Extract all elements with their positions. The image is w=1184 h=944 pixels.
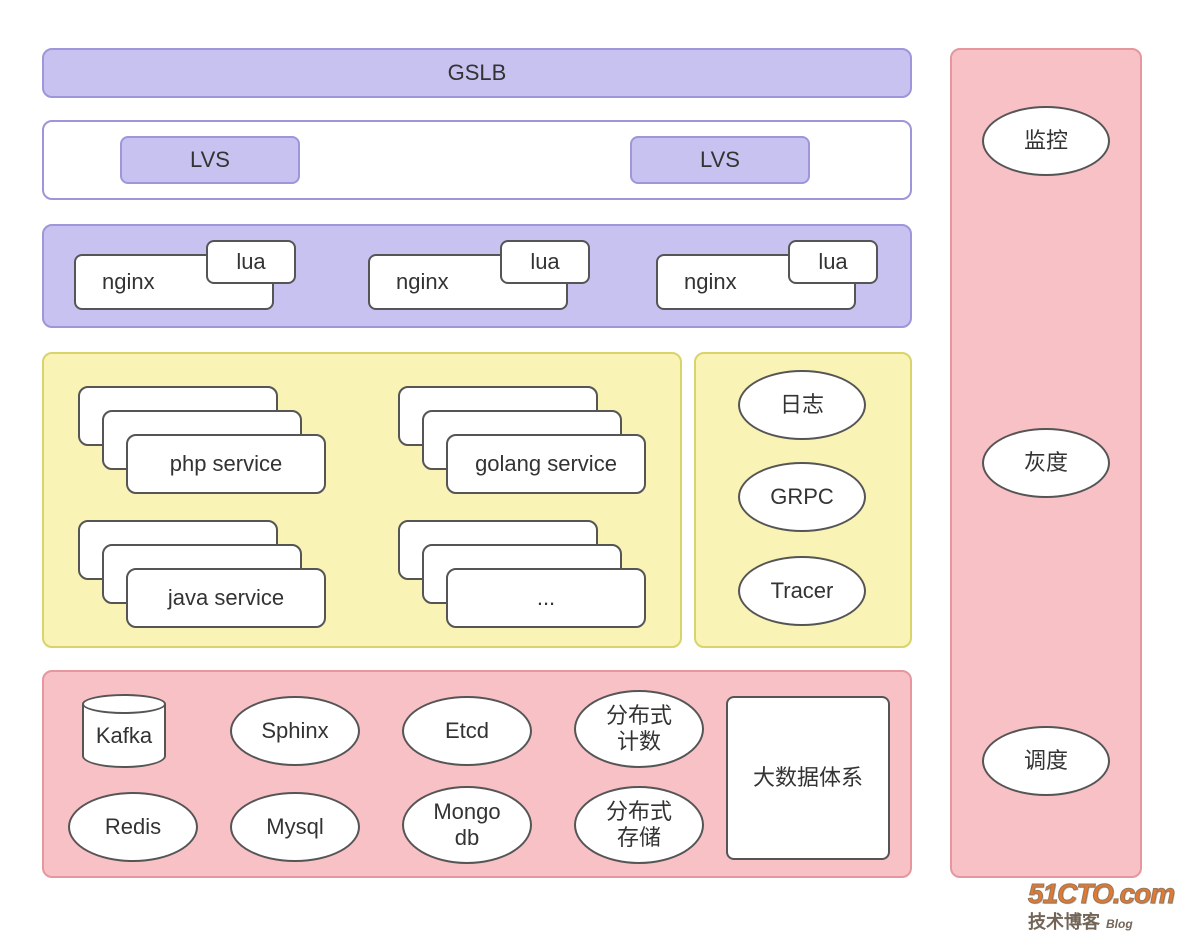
watermark: 51CTO.com技术博客 Blog [1028,878,1184,934]
rpc-node-1: GRPC [738,462,866,532]
bigdata-box: 大数据体系 [726,696,890,860]
infra-node-0: Sphinx [230,696,360,766]
kafka-cylinder: Kafka [82,694,166,778]
lua-box-2: lua [788,240,878,284]
infra-node-4: Mysql [230,792,360,862]
rpc-node-0: 日志 [738,370,866,440]
infra-node-6: 分布式 存储 [574,786,704,864]
infra-node-1: Etcd [402,696,532,766]
service-stack-card: ... [446,568,646,628]
rpc-node-2: Tracer [738,556,866,626]
lua-box-0: lua [206,240,296,284]
infra-node-2: 分布式 计数 [574,690,704,768]
lvs-box-0: LVS [120,136,300,184]
infra-node-3: Redis [68,792,198,862]
service-stack-card: java service [126,568,326,628]
side-node-0: 监控 [982,106,1110,176]
infra-node-5: Mongo db [402,786,532,864]
side-node-1: 灰度 [982,428,1110,498]
lvs-box-1: LVS [630,136,810,184]
gslb-bar: GSLB [42,48,912,98]
watermark-blog: Blog [1106,917,1133,931]
watermark-sub: 技术博客 [1028,908,1100,934]
service-stack-card: php service [126,434,326,494]
watermark-main: 51CTO.com [1028,878,1184,910]
lua-box-1: lua [500,240,590,284]
service-stack-card: golang service [446,434,646,494]
side-node-2: 调度 [982,726,1110,796]
